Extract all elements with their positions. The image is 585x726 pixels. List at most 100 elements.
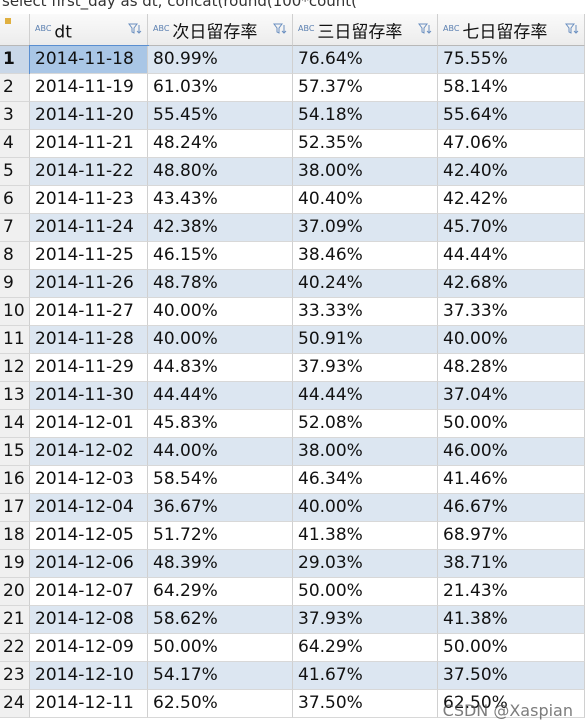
data-cell[interactable]: 2014-11-26 (30, 270, 148, 298)
data-cell[interactable]: 46.34% (293, 466, 438, 494)
data-cell[interactable]: 52.35% (293, 130, 438, 158)
data-cell[interactable]: 2014-11-27 (30, 298, 148, 326)
filter-icon[interactable] (128, 22, 142, 36)
data-cell[interactable]: 41.38% (293, 522, 438, 550)
data-cell[interactable]: 58.62% (148, 606, 293, 634)
data-cell[interactable]: 44.44% (148, 382, 293, 410)
data-cell[interactable]: 42.38% (148, 214, 293, 242)
data-cell[interactable]: 2014-11-22 (30, 158, 148, 186)
data-cell[interactable]: 42.40% (438, 158, 585, 186)
data-cell[interactable]: 2014-11-20 (30, 102, 148, 130)
data-cell[interactable]: 2014-11-30 (30, 382, 148, 410)
column-header[interactable]: ABC dt (30, 14, 148, 46)
data-cell[interactable]: 40.24% (293, 270, 438, 298)
data-cell[interactable]: 44.00% (148, 438, 293, 466)
filter-icon[interactable] (565, 22, 579, 36)
data-cell[interactable]: 29.03% (293, 550, 438, 578)
data-cell[interactable]: 2014-12-09 (30, 634, 148, 662)
data-cell[interactable]: 40.00% (148, 298, 293, 326)
data-cell[interactable]: 37.93% (293, 606, 438, 634)
data-cell[interactable]: 2014-12-11 (30, 690, 148, 718)
data-cell[interactable]: 51.72% (148, 522, 293, 550)
data-cell[interactable]: 48.78% (148, 270, 293, 298)
data-cell[interactable]: 2014-12-07 (30, 578, 148, 606)
data-cell[interactable]: 2014-11-21 (30, 130, 148, 158)
data-cell[interactable]: 41.38% (438, 606, 585, 634)
data-cell[interactable]: 57.37% (293, 74, 438, 102)
data-cell[interactable]: 40.40% (293, 186, 438, 214)
data-cell[interactable]: 44.83% (148, 354, 293, 382)
data-cell[interactable]: 2014-12-10 (30, 662, 148, 690)
data-cell[interactable]: 52.08% (293, 410, 438, 438)
data-cell[interactable]: 48.80% (148, 158, 293, 186)
data-cell[interactable]: 62.50% (148, 690, 293, 718)
data-cell[interactable]: 54.17% (148, 662, 293, 690)
data-cell[interactable]: 48.28% (438, 354, 585, 382)
data-cell[interactable]: 37.09% (293, 214, 438, 242)
data-cell[interactable]: 46.00% (438, 438, 585, 466)
data-cell[interactable]: 62.50% (438, 690, 585, 718)
data-cell[interactable]: 21.43% (438, 578, 585, 606)
data-cell[interactable]: 42.42% (438, 186, 585, 214)
data-cell[interactable]: 47.06% (438, 130, 585, 158)
data-cell[interactable]: 2014-11-24 (30, 214, 148, 242)
data-cell[interactable]: 42.68% (438, 270, 585, 298)
data-cell[interactable]: 50.00% (438, 410, 585, 438)
data-cell[interactable]: 50.00% (438, 634, 585, 662)
data-cell[interactable]: 54.18% (293, 102, 438, 130)
data-cell[interactable]: 50.91% (293, 326, 438, 354)
filter-icon[interactable] (418, 22, 432, 36)
data-cell[interactable]: 38.46% (293, 242, 438, 270)
data-cell[interactable]: 46.15% (148, 242, 293, 270)
data-cell[interactable]: 40.00% (148, 326, 293, 354)
data-cell[interactable]: 75.55% (438, 46, 585, 74)
column-header[interactable]: ABC 次日留存率 (148, 14, 293, 46)
data-cell[interactable]: 55.64% (438, 102, 585, 130)
data-cell[interactable]: 38.00% (293, 438, 438, 466)
data-cell[interactable]: 80.99% (148, 46, 293, 74)
data-cell[interactable]: 40.00% (293, 494, 438, 522)
data-cell[interactable]: 36.67% (148, 494, 293, 522)
data-cell[interactable]: 2014-12-08 (30, 606, 148, 634)
data-cell[interactable]: 45.83% (148, 410, 293, 438)
column-header[interactable]: ABC 三日留存率 (293, 14, 438, 46)
data-cell[interactable]: 2014-12-01 (30, 410, 148, 438)
data-cell[interactable]: 2014-11-23 (30, 186, 148, 214)
data-cell[interactable]: 33.33% (293, 298, 438, 326)
data-cell[interactable]: 46.67% (438, 494, 585, 522)
data-cell[interactable]: 2014-12-05 (30, 522, 148, 550)
data-cell[interactable]: 2014-11-25 (30, 242, 148, 270)
data-cell[interactable]: 40.00% (438, 326, 585, 354)
data-cell[interactable]: 58.54% (148, 466, 293, 494)
data-cell[interactable]: 41.46% (438, 466, 585, 494)
data-cell[interactable]: 2014-11-18 (29, 45, 149, 75)
data-cell[interactable]: 61.03% (148, 74, 293, 102)
data-cell[interactable]: 38.71% (438, 550, 585, 578)
filter-icon[interactable] (273, 22, 287, 36)
data-cell[interactable]: 58.14% (438, 74, 585, 102)
data-cell[interactable]: 50.00% (148, 634, 293, 662)
data-cell[interactable]: 43.43% (148, 186, 293, 214)
column-header[interactable]: ABC 七日留存率 (438, 14, 585, 46)
data-cell[interactable]: 2014-11-28 (30, 326, 148, 354)
data-cell[interactable]: 64.29% (293, 634, 438, 662)
data-cell[interactable]: 37.33% (438, 298, 585, 326)
data-cell[interactable]: 37.04% (438, 382, 585, 410)
data-cell[interactable]: 48.24% (148, 130, 293, 158)
data-cell[interactable]: 48.39% (148, 550, 293, 578)
data-cell[interactable]: 38.00% (293, 158, 438, 186)
data-cell[interactable]: 44.44% (293, 382, 438, 410)
data-cell[interactable]: 76.64% (293, 46, 438, 74)
data-cell[interactable]: 50.00% (293, 578, 438, 606)
data-cell[interactable]: 2014-11-29 (30, 354, 148, 382)
data-cell[interactable]: 55.45% (148, 102, 293, 130)
data-cell[interactable]: 37.93% (293, 354, 438, 382)
data-cell[interactable]: 2014-12-04 (30, 494, 148, 522)
data-cell[interactable]: 44.44% (438, 242, 585, 270)
data-cell[interactable]: 2014-12-06 (30, 550, 148, 578)
data-cell[interactable]: 41.67% (293, 662, 438, 690)
data-cell[interactable]: 45.70% (438, 214, 585, 242)
data-cell[interactable]: 68.97% (438, 522, 585, 550)
data-cell[interactable]: 64.29% (148, 578, 293, 606)
data-cell[interactable]: 37.50% (293, 690, 438, 718)
